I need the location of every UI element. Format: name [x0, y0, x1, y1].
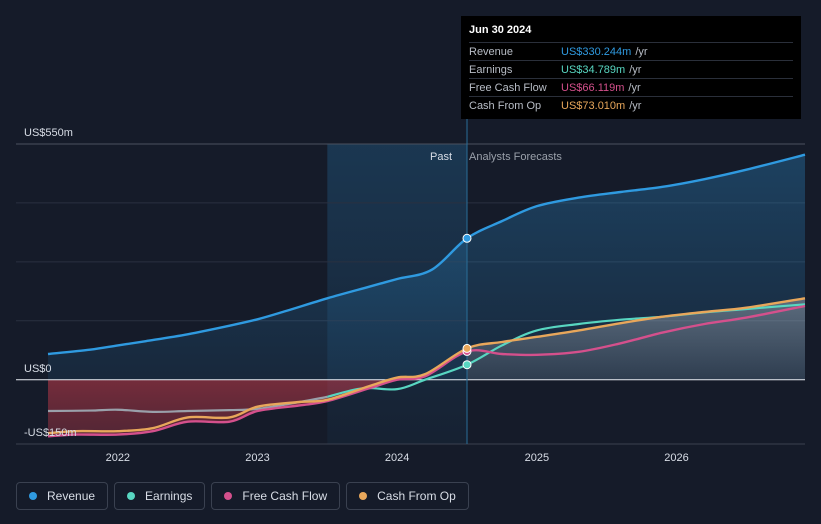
x-tick-label: 2025: [525, 452, 549, 464]
revenue-marker: [462, 233, 472, 243]
legend-label: Earnings: [145, 489, 193, 503]
tooltip-value: US$34.789m: [561, 63, 626, 76]
legend-label: Free Cash Flow: [242, 489, 328, 503]
cash-from-op-marker: [462, 343, 472, 353]
x-tick-label: 2026: [664, 452, 688, 464]
tooltip-value: US$66.119m: [561, 81, 625, 94]
chart-area: US$550m US$0 -US$150m Past Analysts Fore…: [16, 16, 806, 464]
revenue-dot-icon: [29, 492, 37, 500]
past-label: Past: [430, 151, 452, 163]
tooltip-label: Earnings: [469, 63, 513, 76]
legend: Revenue Earnings Free Cash Flow Cash Fro…: [16, 482, 469, 510]
earnings-line-past: [47, 395, 328, 413]
free-cash-flow-dot-icon: [224, 492, 233, 500]
tooltip-label: Revenue: [469, 45, 514, 58]
y-label-bottom: -US$150m: [24, 427, 77, 439]
x-axis-ticks: 2022 2023 2024 2025 2026: [106, 452, 689, 464]
legend-item-cash-from-op[interactable]: Cash From Op: [346, 482, 469, 510]
legend-label: Revenue: [47, 489, 96, 503]
tooltip-row-free-cash-flow: Free Cash Flow US$66.119m /yr: [469, 78, 793, 96]
x-tick-label: 2022: [106, 452, 130, 464]
earnings-marker: [462, 360, 472, 370]
x-tick-label: 2023: [245, 452, 269, 464]
legend-item-earnings[interactable]: Earnings: [114, 482, 206, 510]
revenue-line: [47, 153, 806, 356]
tooltip-value: US$330.244m: [561, 45, 632, 58]
free-cash-flow-line: [47, 304, 806, 438]
series-lines: [47, 153, 806, 438]
forecast-label: Analysts Forecasts: [469, 151, 562, 163]
y-label-top: US$550m: [24, 127, 73, 139]
tooltip-label: Free Cash Flow: [469, 81, 547, 94]
tooltip-row-cash-from-op: Cash From Op US$73.010m /yr: [469, 96, 793, 114]
y-label-zero: US$0: [24, 363, 52, 375]
tooltip-row-earnings: Earnings US$34.789m /yr: [469, 60, 793, 78]
tooltip: Jun 30 2024 Revenue US$330.244m /yr Earn…: [461, 16, 801, 119]
cash-from-op-line: [47, 297, 806, 435]
earnings-dot-icon: [127, 492, 136, 500]
negative-area: [48, 379, 398, 437]
legend-label: Cash From Op: [377, 489, 456, 503]
tooltip-unit: /yr: [629, 99, 642, 112]
x-tick-label: 2024: [385, 452, 409, 464]
tooltip-label: Cash From Op: [469, 99, 542, 112]
tooltip-row-revenue: Revenue US$330.244m /yr: [469, 42, 793, 60]
tooltip-value: US$73.010m: [561, 99, 626, 112]
cash-from-op-dot-icon: [359, 492, 368, 500]
tooltip-date: Jun 30 2024: [469, 24, 532, 36]
tooltip-unit: /yr: [628, 81, 641, 94]
tooltip-unit: /yr: [629, 63, 642, 76]
legend-item-revenue[interactable]: Revenue: [16, 482, 109, 510]
legend-item-free-cash-flow[interactable]: Free Cash Flow: [211, 482, 341, 510]
present-markers: [462, 233, 472, 370]
tooltip-unit: /yr: [635, 45, 648, 58]
